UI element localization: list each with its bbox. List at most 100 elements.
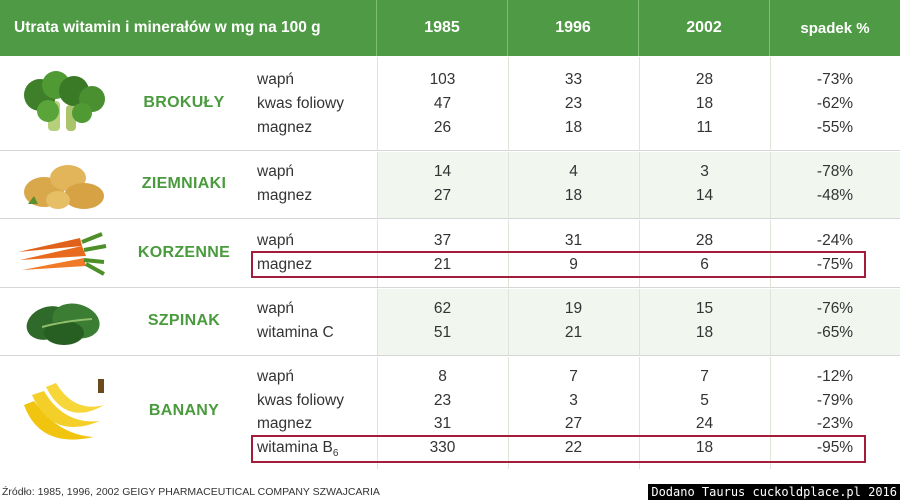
value-1985: 51	[433, 324, 452, 341]
highlight-box-vitamin-b6	[251, 435, 866, 463]
nutrient-subscript: 6	[332, 448, 339, 459]
value-1985: 8	[438, 368, 447, 385]
credit-watermark: Dodano Taurus cuckoldplace.pl 2016	[648, 484, 900, 500]
nutrient-name: wapń	[257, 368, 295, 385]
table-row: wapń 8 7 7 -12%	[0, 366, 900, 390]
table-row: wapń 103 33 28 -73%	[0, 69, 900, 93]
group-root-vegetables: KORZENNE wapń 37 31 28 -24% magnez 21 9 …	[0, 220, 900, 288]
nutrient-name-text: witamina B	[257, 439, 333, 456]
value-1985: 21	[433, 256, 452, 273]
table-row: wapń 62 19 15 -76%	[0, 298, 900, 322]
table-header: Utrata witamin i minerałów w mg na 100 g…	[0, 0, 900, 56]
value-1985: 47	[433, 95, 452, 112]
value-1996: 18	[564, 187, 583, 204]
bananas-icon	[24, 379, 104, 440]
table-row: wapń 37 31 28 -24%	[0, 230, 900, 254]
nutrient-name: wapń	[257, 232, 295, 249]
header-year-1985: 1985	[377, 0, 508, 56]
nutrient-name: kwas foliowy	[257, 95, 344, 112]
veg-name-potatoes: ZIEMNIAKI	[141, 175, 227, 192]
value-drop: -76%	[816, 300, 854, 317]
table-row: kwas foliowy 23 3 5 -79%	[0, 390, 900, 414]
nutrient-name: wapń	[257, 300, 295, 317]
nutrient-name: witamina B6	[257, 439, 338, 459]
table-row: kwas foliowy 47 23 18 -62%	[0, 93, 900, 117]
table-row: magnez 26 18 11 -55%	[0, 117, 900, 141]
carrots-icon	[18, 232, 107, 276]
value-1996: 19	[564, 300, 583, 317]
value-1985: 37	[433, 232, 452, 249]
table-row: witamina B6 330 22 18 -95%	[0, 437, 900, 461]
table-row: magnez 27 18 14 -48%	[0, 185, 900, 209]
value-1996: 21	[564, 324, 583, 341]
value-1996: 9	[569, 256, 578, 273]
value-2002: 18	[695, 324, 714, 341]
broccoli-icon	[24, 71, 105, 131]
value-2002: 18	[695, 439, 714, 456]
value-1996: 7	[569, 368, 578, 385]
veg-name-broccoli: BROKUŁY	[143, 94, 225, 111]
table-row: magnez 21 9 6 -75%	[0, 254, 900, 278]
group-spinach: SZPINAK wapń 62 19 15 -76% witamina C 51…	[0, 289, 900, 356]
highlight-box-magnez-korzenne	[251, 251, 866, 278]
value-1996: 22	[564, 439, 583, 456]
source-footer: Źródło: 1985, 1996, 2002 GEIGY PHARMACEU…	[2, 486, 380, 498]
value-drop: -73%	[816, 71, 854, 88]
value-drop: -79%	[816, 392, 854, 409]
value-drop: -12%	[816, 368, 854, 385]
value-2002: 5	[700, 392, 709, 409]
header-year-1996: 1996	[508, 0, 639, 56]
value-drop: -78%	[816, 163, 854, 180]
value-1985: 330	[429, 439, 456, 456]
nutrient-name: wapń	[257, 71, 295, 88]
value-1996: 18	[564, 119, 583, 136]
header-year-2002: 2002	[639, 0, 770, 56]
group-potatoes: ZIEMNIAKI wapń 14 4 3 -78% magnez 27 18 …	[0, 152, 900, 219]
value-2002: 7	[700, 368, 709, 385]
nutrient-name: magnez	[257, 119, 313, 136]
veg-name-root-vegetables: KORZENNE	[137, 244, 231, 261]
value-drop: -62%	[816, 95, 854, 112]
value-1985: 62	[433, 300, 452, 317]
table-row: witamina C 51 21 18 -65%	[0, 322, 900, 346]
group-bananas: BANANY wapń 8 7 7 -12% kwas foliowy 23 3…	[0, 357, 900, 469]
value-2002: 24	[695, 415, 714, 432]
nutrient-name: magnez	[257, 187, 313, 204]
nutrient-name: kwas foliowy	[257, 392, 344, 409]
value-1996: 4	[569, 163, 578, 180]
value-1996: 27	[564, 415, 583, 432]
value-drop: -75%	[816, 256, 854, 273]
veg-name-bananas: BANANY	[148, 402, 220, 419]
value-1985: 31	[433, 415, 452, 432]
value-2002: 14	[695, 187, 714, 204]
value-2002: 15	[695, 300, 714, 317]
value-1996: 3	[569, 392, 578, 409]
value-1985: 14	[433, 163, 452, 180]
header-drop-percent: spadek %	[800, 19, 870, 37]
value-1985: 103	[429, 71, 456, 88]
value-1985: 23	[433, 392, 452, 409]
value-2002: 28	[695, 232, 714, 249]
value-drop: -48%	[816, 187, 854, 204]
value-drop: -95%	[816, 439, 854, 456]
value-1996: 31	[564, 232, 583, 249]
value-1985: 27	[433, 187, 452, 204]
nutrient-name: magnez	[257, 415, 313, 432]
value-1985: 26	[433, 119, 452, 136]
group-broccoli: BROKUŁY wapń 103 33 28 -73% kwas foliowy…	[0, 57, 900, 151]
value-1996: 23	[564, 95, 583, 112]
value-1996: 33	[564, 71, 583, 88]
nutrient-name: witamina C	[257, 324, 334, 341]
value-2002: 11	[696, 119, 713, 136]
veg-name-spinach: SZPINAK	[147, 312, 221, 329]
nutrient-name: wapń	[257, 163, 295, 180]
value-2002: 6	[700, 256, 709, 273]
value-2002: 28	[695, 71, 714, 88]
value-2002: 18	[695, 95, 714, 112]
header-title: Utrata witamin i minerałów w mg na 100 g	[0, 0, 377, 56]
table-row: wapń 14 4 3 -78%	[0, 161, 900, 185]
spinach-icon	[26, 303, 100, 345]
nutrient-name: magnez	[257, 256, 313, 273]
value-drop: -55%	[816, 119, 854, 136]
value-drop: -24%	[816, 232, 854, 249]
